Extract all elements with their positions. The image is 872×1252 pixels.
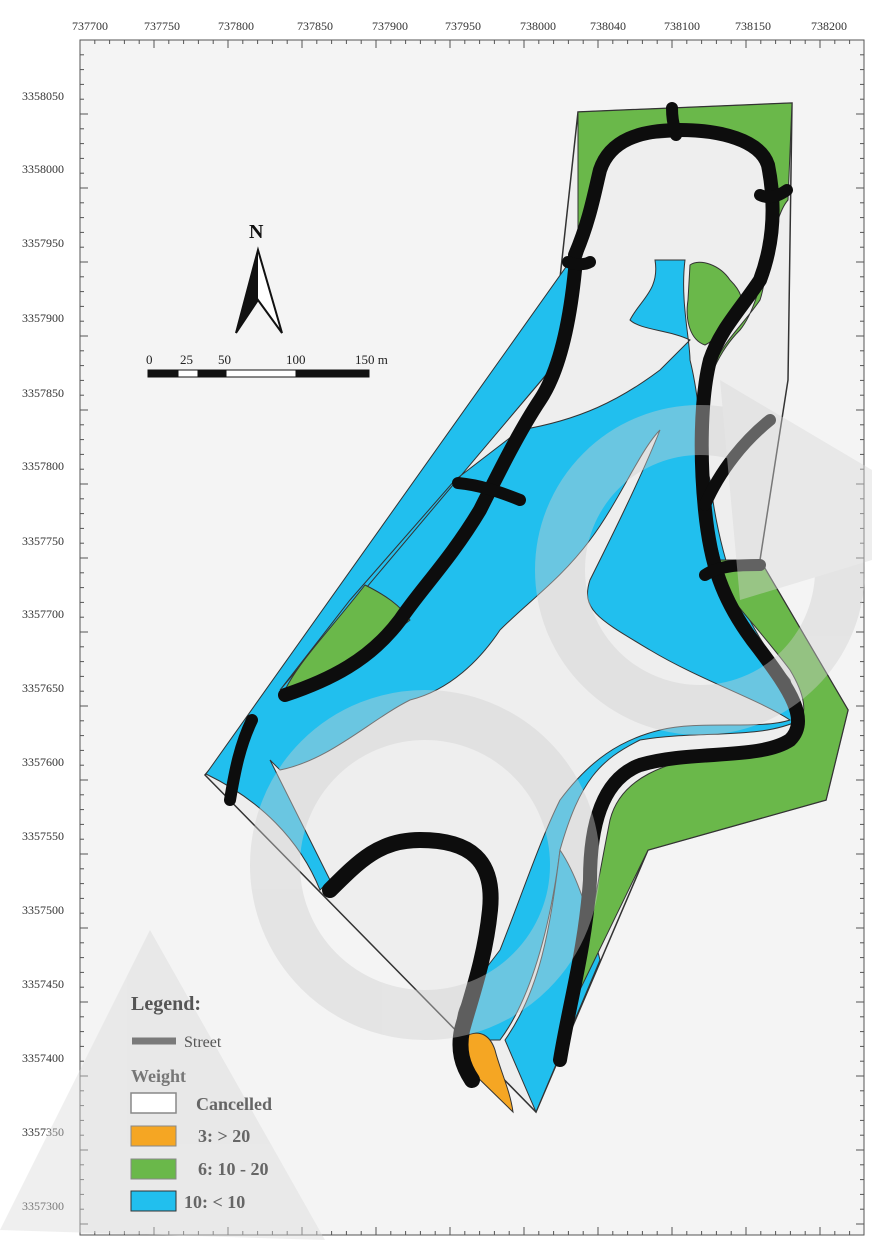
- legend-title: Legend:: [131, 993, 201, 1015]
- scale-label: 0: [146, 352, 153, 367]
- weight-10-zone: [504, 848, 601, 1114]
- x-tick-label: 737850: [297, 19, 333, 33]
- y-tick-label: 3357950: [22, 236, 64, 250]
- legend-street-label: Street: [184, 1034, 222, 1051]
- frame-ticks: [79, 39, 864, 1235]
- north-arrow: N: [235, 221, 283, 334]
- x-tick-label: 737700: [72, 19, 108, 33]
- y-tick-label: 3357800: [22, 459, 64, 473]
- x-tick-label: 738040: [590, 19, 626, 33]
- watermark: [0, 380, 872, 1240]
- watermark-ring: [250, 690, 600, 1040]
- y-tick-label: 3358000: [22, 162, 64, 176]
- street: [224, 714, 258, 806]
- legend-swatch-cancelled: [130, 1092, 177, 1114]
- y-tick-label: 3357650: [22, 681, 64, 695]
- x-tick-label: 738200: [811, 19, 847, 33]
- street: [666, 102, 682, 141]
- watermark-stroke: [0, 930, 325, 1240]
- legend-label-weight6: 6: 10 - 20: [198, 1159, 269, 1179]
- north-label: N: [249, 221, 264, 243]
- scale-label: 25: [180, 352, 193, 367]
- y-tick-label: 3357900: [22, 311, 64, 325]
- legend-swatch-weight6: [130, 1158, 177, 1180]
- legend-swatch-weight10: [130, 1190, 177, 1212]
- watermark-ring: [535, 405, 865, 735]
- scale-segment: [197, 369, 227, 378]
- y-tick-label: 3357600: [22, 755, 64, 769]
- legend: Legend: Street Weight Cancelled 3: > 20 …: [130, 993, 272, 1212]
- x-tick-label: 737750: [144, 19, 180, 33]
- y-tick-label: 3357700: [22, 607, 64, 621]
- street: [322, 832, 499, 1088]
- y-tick-label: 3357500: [22, 903, 64, 917]
- scale-segment: [177, 369, 199, 378]
- scale-segment: [225, 369, 297, 378]
- x-tick-label: 738150: [735, 19, 771, 33]
- y-tick-label: 3358050: [22, 89, 64, 103]
- y-tick-label: 3357400: [22, 1051, 64, 1065]
- legend-weight-title: Weight: [131, 1066, 186, 1086]
- north-arrow-fill: [236, 250, 258, 333]
- y-tick-label: 3357300: [22, 1199, 64, 1213]
- street: [699, 414, 776, 511]
- watermark-stroke: [720, 380, 872, 600]
- x-tick-label: 737950: [445, 19, 481, 33]
- streets: [224, 102, 806, 1088]
- x-axis-labels: 737700 737750 737800 737850 737900 73795…: [72, 19, 847, 33]
- street: [278, 263, 582, 702]
- scale-label: 100: [286, 352, 306, 367]
- y-tick-label: 3357450: [22, 977, 64, 991]
- y-axis-labels: 3358050 3358000 3357950 3357900 3357850 …: [22, 89, 64, 1213]
- legend-label-weight10: 10: < 10: [184, 1192, 245, 1212]
- scale-label: 150 m: [355, 352, 388, 367]
- street: [754, 184, 793, 204]
- street: [699, 559, 766, 581]
- legend-swatch-weight3: [130, 1125, 177, 1147]
- street: [452, 477, 526, 506]
- scale-bar: 0 25 50 100 150 m: [146, 352, 388, 378]
- x-tick-label: 737800: [218, 19, 254, 33]
- y-tick-label: 3357750: [22, 534, 64, 548]
- scale-label: 50: [218, 352, 231, 367]
- scale-segment: [295, 369, 370, 378]
- x-tick-label: 737900: [372, 19, 408, 33]
- scale-segment: [147, 369, 179, 378]
- y-tick-label: 3357850: [22, 386, 64, 400]
- y-tick-label: 3357350: [22, 1125, 64, 1139]
- legend-label-cancelled: Cancelled: [196, 1094, 272, 1114]
- legend-label-weight3: 3: > 20: [198, 1126, 250, 1146]
- x-tick-label: 738000: [520, 19, 556, 33]
- y-tick-label: 3357550: [22, 829, 64, 843]
- x-tick-label: 738100: [664, 19, 700, 33]
- street: [562, 256, 596, 271]
